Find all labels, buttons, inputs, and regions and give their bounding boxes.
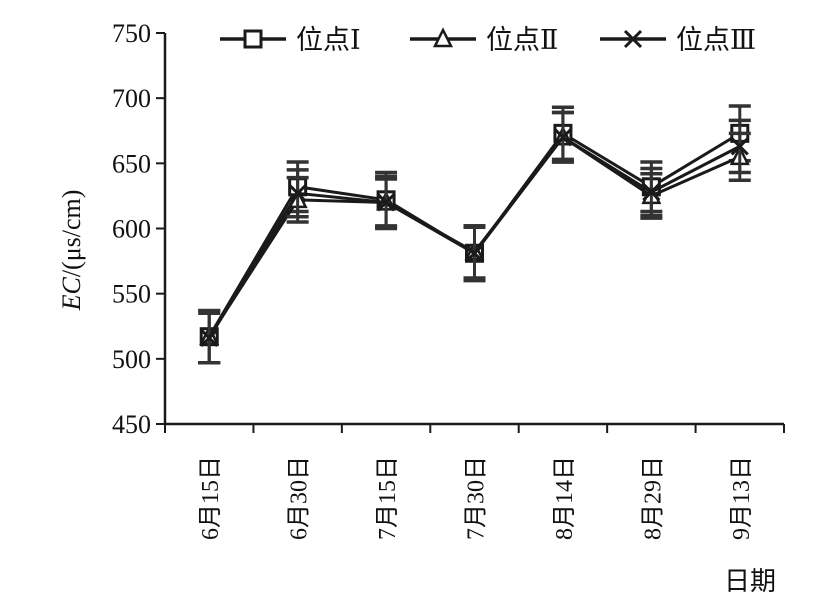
y-tick-label: 700 (112, 84, 151, 113)
y-tick-label: 550 (112, 280, 151, 309)
legend-marker (623, 29, 643, 49)
x-category-label: 9月13日 (729, 456, 755, 540)
legend-label: 位点Ⅲ (676, 25, 756, 55)
x-category-label: 6月30日 (287, 456, 313, 540)
y-tick-label: 750 (112, 19, 151, 48)
data-point (377, 193, 396, 212)
legend-marker (432, 27, 454, 48)
data-point (553, 128, 572, 147)
y-tick-label: 600 (112, 215, 151, 244)
y-tick-label: 650 (112, 149, 151, 178)
data-point (730, 137, 749, 156)
y-tick-label: 500 (112, 345, 151, 374)
x-category-label: 8月14日 (552, 456, 578, 540)
data-point (465, 244, 484, 263)
legend: 位点Ⅰ 位点Ⅱ 位点Ⅲ (220, 25, 756, 55)
data-point (288, 184, 307, 203)
y-tick-label: 450 (112, 410, 151, 439)
x-category-label: 8月29日 (640, 456, 666, 540)
data-point (642, 182, 661, 202)
x-axis: 6月15日 6月30日 7月15日 7月30日 8月14日 8月29日 9月13日 (164, 422, 785, 540)
x-category-label: 7月15日 (375, 456, 401, 540)
legend-label: 位点Ⅰ (296, 25, 361, 55)
legend-item: 位点Ⅰ (220, 25, 361, 55)
series-layer (198, 104, 751, 365)
legend-label: 位点Ⅱ (486, 25, 558, 55)
y-axis-title-symbol: EC (57, 277, 86, 312)
series-3 (198, 110, 751, 365)
data-point (200, 328, 219, 348)
x-category-label: 7月30日 (464, 456, 490, 540)
legend-item: 位点Ⅲ (600, 25, 756, 55)
y-axis: 450 500 550 600 650 700 750 (112, 19, 167, 439)
y-axis-title: EC/(μs/cm) (57, 190, 86, 312)
x-category-label: 6月15日 (198, 456, 224, 540)
y-axis-title-unit: /(μs/cm) (57, 190, 86, 278)
x-axis-title: 日期 (724, 567, 776, 596)
legend-item: 位点Ⅱ (410, 25, 558, 55)
legend-marker (243, 29, 263, 49)
